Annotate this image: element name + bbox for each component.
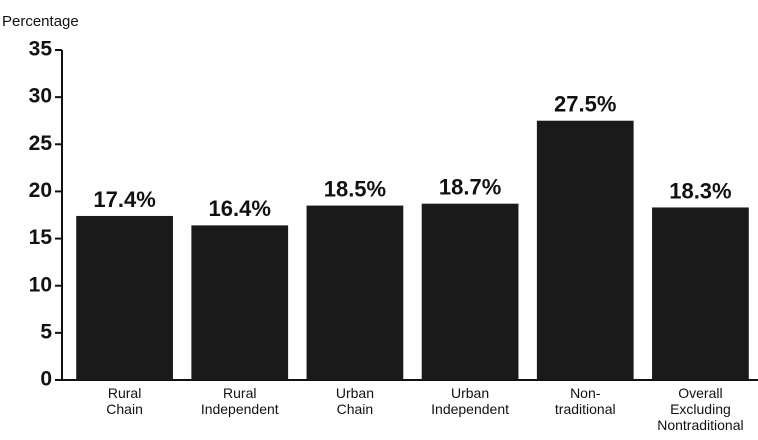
y-tick-label: 25 <box>29 132 53 155</box>
bar <box>421 203 519 380</box>
y-axis-label: Percentage <box>2 13 79 30</box>
y-tick-label: 35 <box>29 38 53 61</box>
data-label: 16.4% <box>209 196 271 221</box>
y-tick-label: 15 <box>29 226 53 249</box>
x-tick-label: Urban Chain <box>336 385 374 417</box>
bar <box>76 215 173 380</box>
y-tick-label: 5 <box>40 320 52 343</box>
y-tick-label: 10 <box>29 273 52 296</box>
data-label: 18.7% <box>439 174 501 199</box>
data-label: 18.5% <box>324 176 386 201</box>
x-tick-label: Rural Chain <box>106 385 143 417</box>
data-label: 17.4% <box>93 187 155 212</box>
x-tick-label: Urban Independent <box>431 385 509 417</box>
bar <box>306 205 404 380</box>
y-tick-label: 30 <box>29 85 52 108</box>
bar <box>191 225 289 380</box>
x-tick-label: Overall Excluding Nontraditional <box>657 385 743 433</box>
x-tick-label: Non-traditional <box>555 385 616 417</box>
bar <box>536 120 634 380</box>
bar <box>652 207 749 380</box>
data-label: 18.3% <box>669 178 731 203</box>
y-tick-label: 0 <box>40 368 52 391</box>
x-tick-label: Rural Independent <box>201 385 279 417</box>
y-tick-label: 20 <box>29 179 52 202</box>
data-label: 27.5% <box>554 92 616 117</box>
